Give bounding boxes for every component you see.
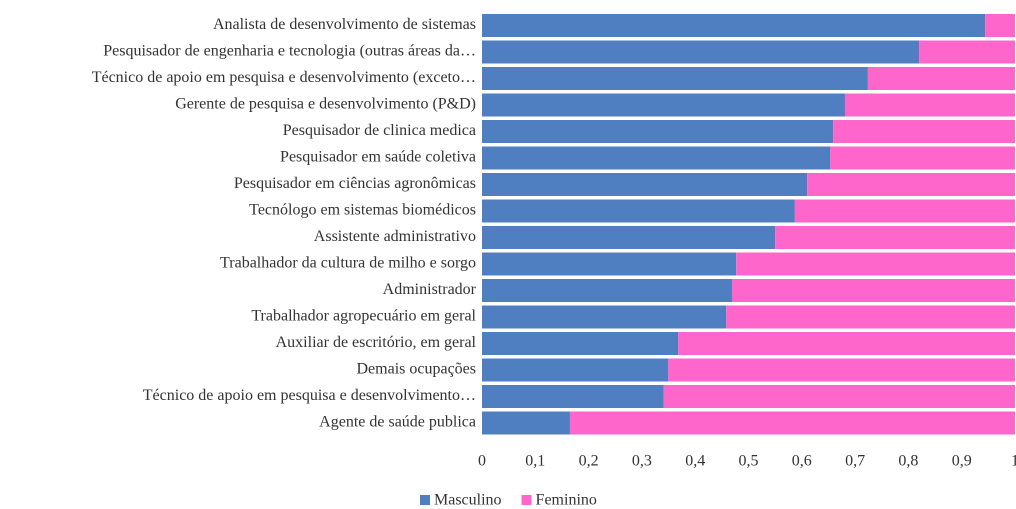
- y-tick-label: Pesquisador de engenharia e tecnologia (…: [103, 43, 476, 60]
- bar-segment: [482, 199, 795, 223]
- y-tick-label: Tecnólogo em sistemas biomédicos: [249, 202, 476, 219]
- bar-segment: [794, 199, 1015, 223]
- x-tick-label: 1: [1011, 453, 1016, 470]
- bar-segment: [482, 385, 664, 408]
- y-tick-label: Pesquisador em ciências agronômicas: [234, 175, 476, 192]
- y-tick-label: Agente de saúde publica: [319, 414, 476, 431]
- bar-segment: [482, 358, 669, 382]
- bar-segment: [482, 14, 986, 37]
- y-tick-label: Pesquisador em saúde coletiva: [280, 149, 476, 166]
- x-tick-label: 0,2: [579, 453, 599, 470]
- bar-segment: [482, 252, 737, 276]
- bar-segment: [663, 385, 1015, 408]
- x-tick-label: 0,7: [845, 453, 865, 470]
- y-tick-label: Técnico de apoio em pesquisa e desenvolv…: [92, 69, 476, 86]
- bar-segment: [482, 67, 868, 90]
- x-tick-label: 0,3: [632, 453, 652, 470]
- bar-segment: [844, 93, 1015, 117]
- y-tick-label: Trabalhador da cultura de milho e sorgo: [220, 255, 476, 272]
- bar-segment: [736, 252, 1015, 276]
- y-tick-label: Auxiliar de escritório, em geral: [276, 334, 477, 351]
- bar-segment: [482, 120, 834, 143]
- bar-segment: [867, 67, 1015, 90]
- x-tick-label: 0: [478, 453, 486, 470]
- legend-swatch: [420, 495, 430, 505]
- bar-segment: [775, 226, 1015, 249]
- x-tick-label: 0,1: [525, 453, 545, 470]
- bar-segment: [731, 279, 1015, 302]
- legend-swatch: [521, 495, 532, 505]
- bar-segment: [482, 146, 831, 170]
- bar-segment: [482, 226, 776, 249]
- x-tick-label: 0,5: [739, 453, 759, 470]
- y-tick-label: Demais ocupações: [356, 361, 476, 378]
- y-tick-label: Assistente administrativo: [314, 228, 476, 245]
- bar-segment: [482, 40, 920, 64]
- x-tick-label: 0,6: [792, 453, 812, 470]
- x-tick-label: 0,9: [952, 453, 972, 470]
- bar-segment: [985, 14, 1015, 37]
- bar-segment: [482, 173, 808, 196]
- bar-segment: [569, 411, 1015, 435]
- bar-segment: [919, 40, 1015, 64]
- y-tick-label: Administrador: [383, 281, 477, 298]
- bar-segment: [482, 305, 727, 329]
- y-tick-label: Técnico de apoio em pesquisa e desenvolv…: [143, 387, 476, 404]
- x-tick-label: 0,8: [898, 453, 918, 470]
- bar-segment: [482, 279, 732, 302]
- bar-segment: [833, 120, 1015, 143]
- y-tick-label: Gerente de pesquisa e desenvolvimento (P…: [175, 96, 476, 113]
- bar-segment: [482, 332, 679, 355]
- bar-segment: [668, 358, 1015, 382]
- bar-segment: [482, 93, 845, 117]
- y-tick-label: Analista de desenvolvimento de sistemas: [213, 16, 476, 33]
- bar-segment: [482, 411, 570, 435]
- bar-segment: [807, 173, 1015, 196]
- bar-segment: [726, 305, 1015, 329]
- bar-segment: [678, 332, 1015, 355]
- legend-label: Feminino: [536, 492, 597, 509]
- x-tick-label: 0,4: [685, 453, 705, 470]
- bar-segment: [830, 146, 1015, 170]
- y-tick-label: Trabalhador agropecuário em geral: [251, 308, 476, 325]
- y-tick-label: Pesquisador de clinica medica: [283, 122, 476, 139]
- legend-label: Masculino: [434, 492, 502, 509]
